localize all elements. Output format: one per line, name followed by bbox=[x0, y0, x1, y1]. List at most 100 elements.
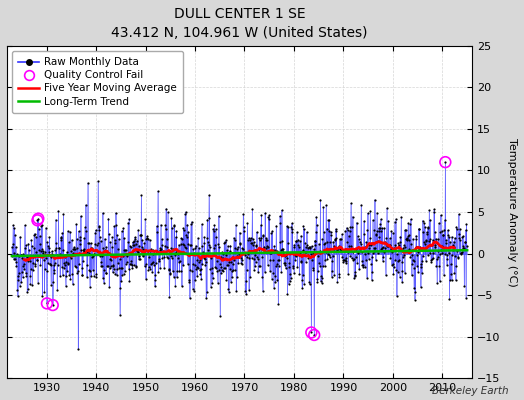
Point bbox=[198, 242, 206, 249]
Point bbox=[406, 253, 414, 260]
Point bbox=[132, 262, 140, 269]
Point bbox=[287, 226, 296, 232]
Point bbox=[179, 225, 188, 232]
Point bbox=[32, 256, 41, 263]
Point bbox=[84, 240, 92, 246]
Point bbox=[290, 270, 298, 276]
Point bbox=[387, 228, 396, 234]
Point bbox=[163, 244, 171, 250]
Point bbox=[294, 236, 302, 243]
Point bbox=[124, 239, 132, 246]
Point bbox=[32, 234, 40, 240]
Point bbox=[385, 242, 394, 248]
Point bbox=[19, 251, 27, 258]
Point bbox=[221, 238, 229, 245]
Point bbox=[12, 263, 20, 269]
Point bbox=[305, 279, 313, 286]
Point bbox=[436, 212, 445, 218]
Point bbox=[269, 285, 278, 291]
Point bbox=[436, 229, 444, 236]
Point bbox=[378, 225, 386, 232]
Point bbox=[80, 246, 88, 252]
Point bbox=[291, 257, 299, 263]
Point bbox=[210, 222, 219, 228]
Point bbox=[328, 258, 336, 264]
Point bbox=[229, 267, 237, 273]
Point bbox=[432, 235, 440, 242]
Point bbox=[456, 249, 465, 256]
Point bbox=[381, 245, 389, 251]
Point bbox=[256, 237, 265, 244]
Point bbox=[347, 200, 355, 207]
Point bbox=[75, 261, 83, 268]
Point bbox=[300, 226, 309, 232]
Point bbox=[449, 247, 457, 253]
Point bbox=[65, 271, 73, 278]
Point bbox=[30, 230, 39, 237]
Point bbox=[355, 266, 363, 272]
Point bbox=[9, 249, 18, 256]
Point bbox=[228, 268, 236, 274]
Point bbox=[378, 245, 386, 251]
Point bbox=[144, 266, 152, 273]
Point bbox=[43, 239, 51, 245]
Point bbox=[82, 202, 90, 208]
Point bbox=[308, 265, 316, 272]
Point bbox=[420, 238, 428, 245]
Point bbox=[154, 188, 162, 194]
Point bbox=[217, 269, 225, 276]
Point bbox=[322, 239, 331, 245]
Point bbox=[450, 244, 458, 250]
Point bbox=[33, 217, 41, 224]
Point bbox=[335, 236, 344, 242]
Point bbox=[89, 266, 97, 273]
Point bbox=[10, 225, 18, 231]
Point bbox=[430, 229, 439, 236]
Point bbox=[441, 159, 450, 165]
Point bbox=[438, 228, 446, 234]
Point bbox=[438, 243, 446, 250]
Point bbox=[139, 252, 148, 258]
Point bbox=[376, 216, 385, 222]
Point bbox=[252, 243, 260, 250]
Point bbox=[292, 253, 301, 260]
Point bbox=[439, 232, 447, 238]
Point bbox=[184, 277, 193, 284]
Point bbox=[460, 283, 468, 290]
Point bbox=[196, 256, 204, 263]
Point bbox=[175, 268, 183, 274]
Point bbox=[411, 289, 419, 295]
Point bbox=[337, 231, 346, 238]
Point bbox=[152, 248, 160, 254]
Point bbox=[141, 276, 150, 282]
Point bbox=[185, 279, 193, 285]
Point bbox=[322, 249, 330, 255]
Point bbox=[451, 234, 459, 241]
Point bbox=[298, 284, 307, 291]
Point bbox=[359, 230, 368, 237]
Point bbox=[202, 294, 210, 301]
Point bbox=[209, 226, 217, 232]
Point bbox=[385, 242, 393, 248]
Point bbox=[186, 242, 194, 248]
Point bbox=[422, 237, 430, 244]
Point bbox=[323, 225, 331, 232]
Point bbox=[431, 242, 439, 248]
Point bbox=[237, 260, 246, 267]
Point bbox=[245, 286, 253, 293]
Point bbox=[449, 242, 457, 248]
Point bbox=[262, 235, 270, 242]
Point bbox=[294, 252, 303, 258]
Point bbox=[380, 239, 389, 245]
Point bbox=[453, 226, 461, 232]
Point bbox=[335, 274, 344, 280]
Point bbox=[358, 258, 366, 264]
Point bbox=[364, 210, 372, 216]
Point bbox=[136, 232, 144, 238]
Point bbox=[393, 251, 401, 258]
Point bbox=[24, 257, 32, 264]
Point bbox=[159, 250, 168, 256]
Point bbox=[75, 237, 84, 243]
Point bbox=[418, 270, 426, 276]
Point bbox=[330, 248, 339, 254]
